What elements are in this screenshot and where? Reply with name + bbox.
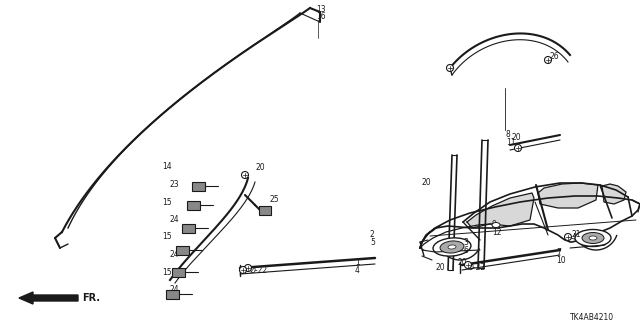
Text: 15: 15 — [162, 198, 172, 207]
FancyBboxPatch shape — [166, 290, 179, 299]
Text: 5: 5 — [370, 238, 375, 247]
Text: 13: 13 — [316, 5, 326, 14]
Text: 11: 11 — [506, 138, 515, 147]
Circle shape — [241, 172, 248, 179]
Ellipse shape — [448, 245, 456, 249]
Text: 7: 7 — [556, 248, 561, 257]
Text: 1: 1 — [355, 258, 360, 267]
Text: 24: 24 — [170, 285, 180, 294]
Circle shape — [244, 265, 252, 271]
Text: FR.: FR. — [82, 293, 100, 303]
Text: Ø-22: Ø-22 — [468, 263, 486, 272]
Text: 20: 20 — [512, 133, 522, 142]
FancyBboxPatch shape — [172, 268, 184, 276]
Text: 20: 20 — [422, 178, 431, 187]
Polygon shape — [467, 193, 534, 228]
FancyBboxPatch shape — [175, 245, 189, 254]
Text: 20: 20 — [457, 258, 467, 267]
Text: 3: 3 — [463, 238, 468, 247]
FancyBboxPatch shape — [186, 201, 200, 210]
Text: TK4AB4210: TK4AB4210 — [570, 313, 614, 320]
Text: 12: 12 — [492, 228, 502, 237]
Text: 6: 6 — [463, 246, 468, 255]
FancyBboxPatch shape — [182, 223, 195, 233]
FancyBboxPatch shape — [191, 181, 205, 190]
Polygon shape — [602, 184, 626, 204]
Text: 25: 25 — [270, 195, 280, 204]
Circle shape — [447, 65, 454, 71]
Ellipse shape — [575, 229, 611, 246]
FancyBboxPatch shape — [259, 205, 271, 214]
Circle shape — [239, 267, 246, 274]
Text: 14: 14 — [162, 162, 172, 171]
Text: 16: 16 — [316, 12, 326, 21]
Circle shape — [564, 234, 572, 241]
Text: 10: 10 — [556, 256, 566, 265]
Text: 21: 21 — [572, 230, 582, 239]
Text: 24: 24 — [170, 215, 180, 224]
Text: 4: 4 — [355, 266, 360, 275]
Ellipse shape — [589, 236, 597, 240]
Ellipse shape — [582, 233, 604, 244]
Circle shape — [465, 261, 472, 268]
Polygon shape — [538, 183, 598, 208]
Circle shape — [545, 57, 552, 63]
Ellipse shape — [433, 238, 471, 256]
Text: 15: 15 — [162, 268, 172, 277]
Text: 8: 8 — [506, 130, 511, 139]
Ellipse shape — [440, 241, 464, 253]
Text: 26: 26 — [549, 52, 559, 61]
Text: 24: 24 — [170, 250, 180, 259]
Text: Ø-22: Ø-22 — [250, 266, 268, 275]
Text: 23: 23 — [170, 180, 180, 189]
Ellipse shape — [492, 222, 500, 228]
Text: 20: 20 — [436, 263, 445, 272]
Circle shape — [515, 145, 522, 151]
Text: 9: 9 — [492, 220, 497, 229]
Text: 15: 15 — [162, 232, 172, 241]
FancyArrow shape — [19, 292, 78, 304]
Text: 2: 2 — [370, 230, 375, 239]
Text: 20: 20 — [255, 163, 264, 172]
